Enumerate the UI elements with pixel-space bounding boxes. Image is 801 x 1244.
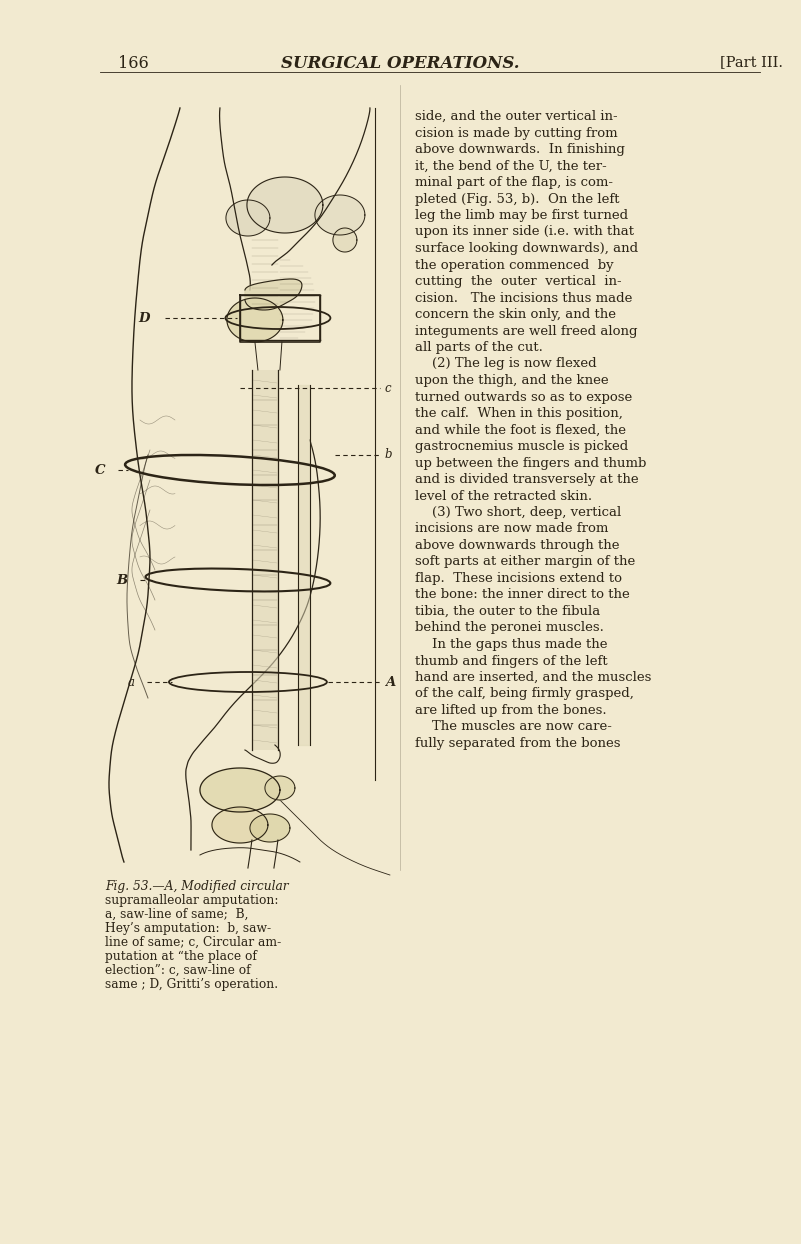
Polygon shape xyxy=(315,195,365,235)
Text: tibia, the outer to the fibula: tibia, the outer to the fibula xyxy=(415,605,600,618)
Text: cision.   The incisions thus made: cision. The incisions thus made xyxy=(415,291,632,305)
Text: level of the retracted skin.: level of the retracted skin. xyxy=(415,489,592,503)
Polygon shape xyxy=(212,807,268,843)
Text: the bone: the inner direct to the: the bone: the inner direct to the xyxy=(415,588,630,602)
Text: the operation commenced  by: the operation commenced by xyxy=(415,259,614,271)
Text: B: B xyxy=(117,573,128,586)
Text: of the calf, being firmly grasped,: of the calf, being firmly grasped, xyxy=(415,688,634,700)
Polygon shape xyxy=(227,299,283,342)
Text: D: D xyxy=(139,311,150,325)
Text: all parts of the cut.: all parts of the cut. xyxy=(415,341,543,355)
Text: a, saw-line of same;  B,: a, saw-line of same; B, xyxy=(105,908,248,921)
Polygon shape xyxy=(226,200,270,236)
Text: The muscles are now care-: The muscles are now care- xyxy=(415,720,612,734)
Text: are lifted up from the bones.: are lifted up from the bones. xyxy=(415,704,606,717)
Text: SURGICAL OPERATIONS.: SURGICAL OPERATIONS. xyxy=(280,55,519,72)
Text: soft parts at either margin of the: soft parts at either margin of the xyxy=(415,556,635,569)
Polygon shape xyxy=(298,384,310,745)
Text: fully separated from the bones: fully separated from the bones xyxy=(415,736,621,750)
Text: leg the limb may be first turned: leg the limb may be first turned xyxy=(415,209,628,221)
Polygon shape xyxy=(252,369,278,750)
Text: pleted (Fig. 53, b).  On the left: pleted (Fig. 53, b). On the left xyxy=(415,193,619,205)
Polygon shape xyxy=(200,768,280,812)
Text: same ; D, Gritti’s operation.: same ; D, Gritti’s operation. xyxy=(105,978,278,991)
Text: Fig. 53.—A, Modified circular: Fig. 53.—A, Modified circular xyxy=(105,880,288,893)
Text: a: a xyxy=(128,675,135,688)
Text: b: b xyxy=(385,449,392,462)
Text: minal part of the flap, is com-: minal part of the flap, is com- xyxy=(415,175,613,189)
Text: incisions are now made from: incisions are now made from xyxy=(415,522,608,535)
Text: cutting  the  outer  vertical  in-: cutting the outer vertical in- xyxy=(415,275,622,289)
Text: c: c xyxy=(385,382,392,394)
Text: gastrocnemius muscle is picked: gastrocnemius muscle is picked xyxy=(415,440,628,453)
Text: thumb and fingers of the left: thumb and fingers of the left xyxy=(415,654,607,668)
Text: line of same; c, Circular am-: line of same; c, Circular am- xyxy=(105,935,281,949)
Text: and while the foot is flexed, the: and while the foot is flexed, the xyxy=(415,423,626,437)
Text: integuments are well freed along: integuments are well freed along xyxy=(415,325,638,337)
Text: and is divided transversely at the: and is divided transversely at the xyxy=(415,473,638,486)
Text: it, the bend of the U, the ter-: it, the bend of the U, the ter- xyxy=(415,159,606,173)
Text: Hey’s amputation:  b, saw-: Hey’s amputation: b, saw- xyxy=(105,922,271,935)
Polygon shape xyxy=(250,814,290,842)
Text: side, and the outer vertical in-: side, and the outer vertical in- xyxy=(415,109,618,123)
Text: supramalleolar amputation:: supramalleolar amputation: xyxy=(105,894,279,907)
Text: turned outwards so as to expose: turned outwards so as to expose xyxy=(415,391,632,403)
Text: concern the skin only, and the: concern the skin only, and the xyxy=(415,309,616,321)
Text: election”: c, saw-line of: election”: c, saw-line of xyxy=(105,964,251,977)
Text: flap.  These incisions extend to: flap. These incisions extend to xyxy=(415,572,622,585)
Text: putation at “the place of: putation at “the place of xyxy=(105,950,257,963)
Polygon shape xyxy=(247,177,323,233)
Text: C: C xyxy=(95,464,105,476)
Text: above downwards through the: above downwards through the xyxy=(415,539,619,552)
Polygon shape xyxy=(265,776,295,800)
Text: hand are inserted, and the muscles: hand are inserted, and the muscles xyxy=(415,671,651,684)
Text: above downwards.  In finishing: above downwards. In finishing xyxy=(415,143,625,156)
Text: A: A xyxy=(385,675,395,688)
Text: the calf.  When in this position,: the calf. When in this position, xyxy=(415,407,622,420)
Text: upon its inner side (i.e. with that: upon its inner side (i.e. with that xyxy=(415,225,634,239)
Polygon shape xyxy=(245,279,302,310)
Text: surface looking downwards), and: surface looking downwards), and xyxy=(415,243,638,255)
Text: cision is made by cutting from: cision is made by cutting from xyxy=(415,127,618,139)
Polygon shape xyxy=(333,228,357,253)
Text: 166: 166 xyxy=(118,55,149,72)
Text: behind the peronei muscles.: behind the peronei muscles. xyxy=(415,622,604,634)
Text: up between the fingers and thumb: up between the fingers and thumb xyxy=(415,457,646,469)
Text: upon the thigh, and the knee: upon the thigh, and the knee xyxy=(415,374,609,387)
Text: (3) Two short, deep, vertical: (3) Two short, deep, vertical xyxy=(415,506,621,519)
Text: [Part III.: [Part III. xyxy=(720,55,783,68)
Text: In the gaps thus made the: In the gaps thus made the xyxy=(415,638,607,651)
Text: (2) The leg is now flexed: (2) The leg is now flexed xyxy=(415,357,597,371)
